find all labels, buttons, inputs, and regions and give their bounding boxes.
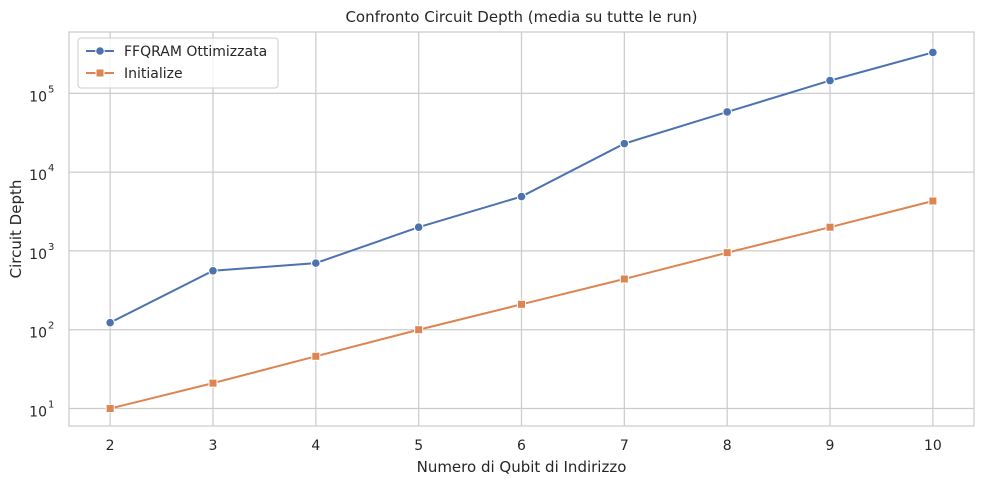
y-tick-label: 10 xyxy=(29,89,47,105)
data-point xyxy=(825,222,835,232)
data-point xyxy=(825,75,835,86)
chart-title: Confronto Circuit Depth (media su tutte … xyxy=(345,8,697,26)
y-tick-exponent: 2 xyxy=(48,321,54,332)
y-tick-label: 10 xyxy=(29,247,47,263)
y-tick-exponent: 1 xyxy=(48,400,54,411)
data-point xyxy=(928,47,938,58)
x-tick-label: 10 xyxy=(924,438,942,454)
legend-marker xyxy=(95,46,105,56)
series-1 xyxy=(105,47,938,328)
x-tick-label: 3 xyxy=(209,438,218,454)
plot-frame xyxy=(68,31,975,427)
y-tick-exponent: 3 xyxy=(48,242,54,253)
legend-item: Initialize xyxy=(86,66,183,82)
data-point xyxy=(722,248,732,258)
data-point xyxy=(722,107,732,117)
data-point xyxy=(311,351,321,361)
grid xyxy=(69,32,974,426)
legend-marker xyxy=(95,68,105,78)
legend-box xyxy=(77,37,279,89)
data-point xyxy=(414,325,424,335)
x-tick-labels: 2 3 4 5 6 7 8 9 10 xyxy=(106,438,942,454)
y-tick-exponent: 5 xyxy=(48,84,54,95)
data-point xyxy=(105,404,115,414)
legend-label: FFQRAM Ottimizzata xyxy=(124,44,267,60)
data-point xyxy=(928,196,938,206)
data-point xyxy=(413,222,424,232)
x-tick-label: 8 xyxy=(723,438,732,454)
data-point xyxy=(619,138,630,149)
x-tick-label: 6 xyxy=(517,438,526,454)
x-tick-label: 4 xyxy=(311,438,320,454)
data-point xyxy=(208,378,218,388)
data-point xyxy=(517,299,526,309)
data-point xyxy=(208,265,218,276)
data-point xyxy=(105,317,115,328)
x-tick-label: 7 xyxy=(620,438,629,454)
legend-label: Initialize xyxy=(124,66,183,82)
x-axis-title: Numero di Qubit di Indirizzo xyxy=(417,458,627,476)
x-tick-label: 5 xyxy=(414,438,423,454)
x-tick-label: 9 xyxy=(826,438,835,454)
y-tick-label: 10 xyxy=(29,168,47,184)
y-tick-label: 10 xyxy=(29,405,47,421)
data-point xyxy=(311,258,321,268)
series-layer xyxy=(105,47,938,414)
series-2 xyxy=(105,196,938,414)
data-point xyxy=(619,274,629,284)
x-tick-label: 2 xyxy=(106,438,115,454)
y-tick-exponent: 4 xyxy=(48,163,54,174)
y-tick-label: 10 xyxy=(29,326,47,342)
y-axis-title: Circuit Depth xyxy=(7,180,25,279)
data-point xyxy=(516,191,527,202)
legend: FFQRAM Ottimizzata Initialize xyxy=(77,37,279,89)
legend-item: FFQRAM Ottimizzata xyxy=(86,44,267,60)
